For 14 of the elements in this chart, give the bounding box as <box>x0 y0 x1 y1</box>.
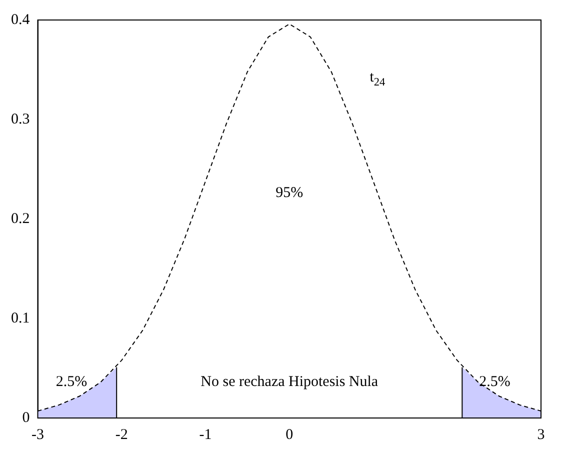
annotation: 95% <box>276 185 304 202</box>
annotation: 2.5% <box>56 374 88 390</box>
x-tick-label: 0 <box>286 426 294 443</box>
x-tick-label: 3 <box>537 426 545 443</box>
annotation: 2.5% <box>479 374 510 390</box>
y-tick-label: 0.3 <box>11 111 30 128</box>
y-tick-label: 0.2 <box>11 210 30 227</box>
y-tick-label: 0 <box>22 410 30 426</box>
x-tick-label: -1 <box>199 426 212 443</box>
y-tick-label: 0.1 <box>11 310 30 326</box>
y-tick-label: 0.4 <box>11 12 30 28</box>
x-tick-label: -2 <box>115 426 128 443</box>
x-tick-label: -3 <box>32 426 44 443</box>
annotation: No se rechaza Hipotesis Nula <box>200 374 378 390</box>
